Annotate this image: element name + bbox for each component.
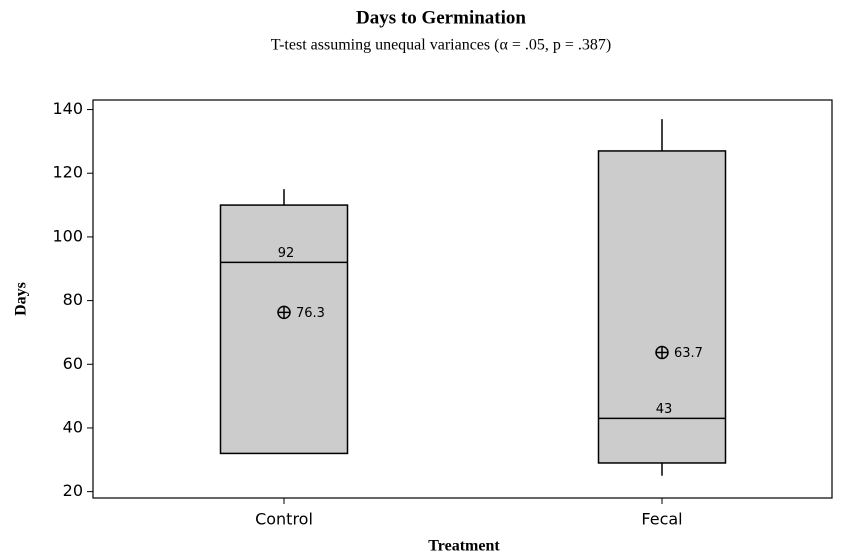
x-axis-label: Treatment [428,538,500,555]
x-tick-label: Control [255,510,313,529]
box [597,150,727,464]
median-label: 43 [656,402,673,417]
y-tick-label: 140 [52,99,83,118]
y-tick-label: 60 [63,354,83,373]
y-tick-label: 20 [63,481,83,500]
mean-marker [655,345,669,360]
mean-marker [277,305,291,320]
y-tick-label: 40 [63,417,83,436]
y-tick-label: 100 [52,226,83,245]
box [219,204,349,455]
x-tick-label: Fecal [641,510,682,529]
chart-title: Days to Germination [356,7,526,28]
median-label: 92 [278,246,295,261]
y-tick-label: 80 [63,290,83,309]
y-axis-label: Days [13,282,30,316]
mean-label: 63.7 [674,346,703,361]
chart-subtitle: T-test assuming unequal variances (α = .… [271,37,611,54]
y-tick-label: 120 [52,163,83,182]
mean-label: 76.3 [296,306,325,321]
plot-frame [92,99,833,499]
